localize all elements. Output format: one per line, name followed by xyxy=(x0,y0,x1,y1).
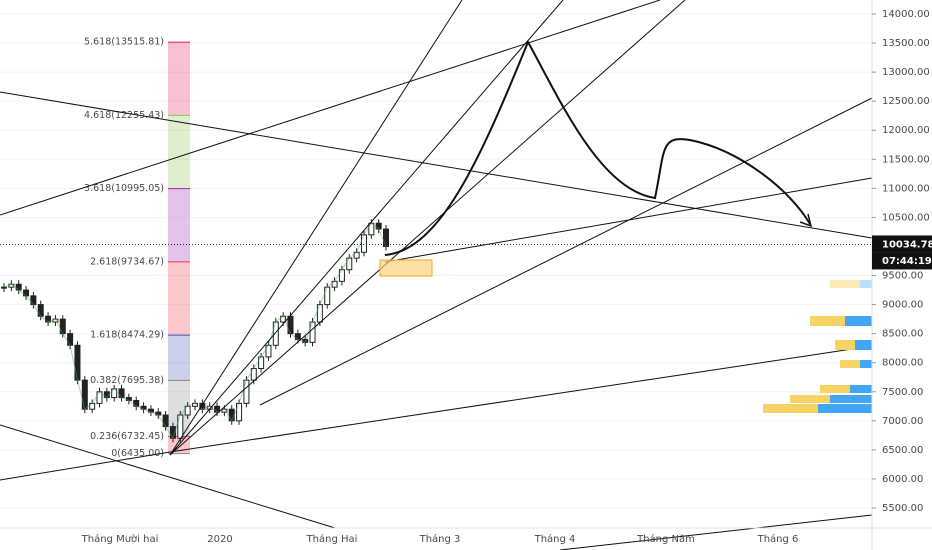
y-tick-label: 8000.00 xyxy=(882,358,923,369)
candle xyxy=(236,402,243,422)
candle xyxy=(1,286,7,289)
candle xyxy=(324,286,331,306)
candle xyxy=(383,228,389,247)
y-tick-label: 9000.00 xyxy=(882,300,923,311)
candle xyxy=(360,234,367,253)
candle xyxy=(309,321,316,343)
candle xyxy=(243,379,250,404)
y-tick-label: 5500.00 xyxy=(882,503,923,514)
candle xyxy=(74,344,81,381)
x-tick-label: Tháng Năm xyxy=(636,533,695,545)
candle xyxy=(258,356,265,370)
fib-label: 0.236(6732.45) xyxy=(90,431,164,442)
candle xyxy=(272,321,279,346)
fib-band xyxy=(168,42,190,116)
x-tick-label: 2020 xyxy=(207,534,232,545)
fib-label: 4.618(12255.43) xyxy=(84,110,164,121)
candle xyxy=(316,304,323,323)
fib-label: 0(6435.00) xyxy=(111,448,164,459)
y-tick-label: 11000.00 xyxy=(882,183,930,194)
candle xyxy=(338,269,345,282)
fib-retracement: 5.618(13515.81) 4.618(12255.43) 3.618(1099… xyxy=(84,37,190,459)
y-tick-label: 7000.00 xyxy=(882,416,923,427)
candle xyxy=(228,408,235,422)
grid xyxy=(0,13,872,509)
candle xyxy=(59,318,66,335)
last-price-box xyxy=(872,235,932,253)
x-tick-label: Tháng Hai xyxy=(306,533,358,545)
fib-label: 0.382(7695.38) xyxy=(90,375,164,386)
last-price-label: 10034.78 xyxy=(882,239,932,250)
candles xyxy=(1,219,389,443)
y-tick-label: 10500.00 xyxy=(882,212,930,223)
y-tick-label: 13500.00 xyxy=(882,38,930,49)
y-tick-label: 12000.00 xyxy=(882,125,930,136)
candle xyxy=(81,379,88,410)
x-tick-label: Tháng 6 xyxy=(757,533,799,545)
y-tick-label: 9500.00 xyxy=(882,271,923,282)
candle xyxy=(287,315,294,335)
price-line xyxy=(3,222,387,440)
y-tick-label: 11500.00 xyxy=(882,154,930,165)
y-tick-label: 12500.00 xyxy=(882,96,930,107)
x-tick-label: Tháng 4 xyxy=(534,533,576,545)
candle xyxy=(162,414,169,428)
volume-profile xyxy=(763,280,872,413)
candle xyxy=(37,304,44,317)
fib-band xyxy=(168,188,190,262)
y-tick-label: 8500.00 xyxy=(882,329,923,340)
y-tick-label: 14000.00 xyxy=(882,9,930,20)
fib-label: 1.618(8474.29) xyxy=(90,330,164,341)
countdown-box xyxy=(872,252,932,270)
candle xyxy=(250,368,257,381)
y-tick-label: 6000.00 xyxy=(882,474,923,485)
fib-label: 3.618(10995.05) xyxy=(84,183,164,194)
fib-band xyxy=(168,261,190,336)
fib-band xyxy=(168,335,190,381)
fib-band xyxy=(168,115,190,189)
candle xyxy=(346,257,353,271)
candle xyxy=(177,414,184,439)
trend-lines xyxy=(0,0,873,550)
candle xyxy=(67,333,74,346)
y-tick-label: 6500.00 xyxy=(882,445,923,456)
candle xyxy=(265,344,272,358)
countdown: 07:44:19 xyxy=(882,256,932,267)
fib-band xyxy=(168,380,190,437)
y-tick-label: 13000.00 xyxy=(882,67,930,78)
fib-label: 2.618(9734.67) xyxy=(90,256,164,267)
x-tick-label: Tháng Mười hai xyxy=(81,533,159,545)
y-tick-label: 7500.00 xyxy=(882,387,923,398)
x-tick-label: Tháng 3 xyxy=(419,533,461,545)
fib-label: 5.618(13515.81) xyxy=(84,37,164,48)
